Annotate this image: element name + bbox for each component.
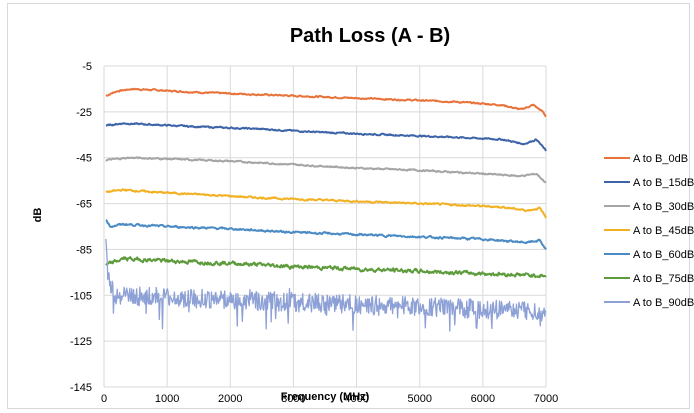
series-line	[105, 238, 547, 332]
legend-label: A to B_60dB	[633, 249, 694, 261]
x-axis-label: Frequency (MHz)	[281, 391, 370, 403]
y-tick-label: -105	[70, 290, 92, 302]
legend-label: A to B_0dB	[633, 153, 688, 165]
legend-label: A to B_75dB	[633, 273, 694, 285]
y-tick-label: -25	[76, 107, 92, 119]
y-tick-label: -45	[76, 153, 92, 165]
x-tick-label: 3000	[281, 393, 305, 405]
y-axis-label: dB	[32, 208, 44, 223]
y-tick-label: -85	[76, 244, 92, 256]
series-line	[105, 219, 547, 250]
legend-label: A to B_15dB	[633, 177, 694, 189]
y-tick-labels: -5 -25 -45 -65 -85 -105 -125 -145	[70, 61, 92, 394]
legend: A to B_0dB A to B_15dB A to B_30dB A to B_4…	[604, 153, 694, 309]
series-lines	[105, 87, 547, 332]
y-tick-label: -145	[70, 382, 92, 394]
y-tick-label: -65	[76, 199, 92, 211]
series-line	[105, 156, 547, 184]
x-tick-label: 0	[101, 393, 107, 405]
x-tick-label: 7000	[534, 393, 558, 405]
x-tick-label: 6000	[471, 393, 495, 405]
chart-title: Path Loss (A - B)	[290, 25, 450, 47]
x-tick-label: 1000	[155, 393, 179, 405]
x-tick-label: 5000	[407, 393, 431, 405]
series-line	[105, 188, 547, 219]
legend-label: A to B_30dB	[633, 201, 694, 213]
series-line	[105, 122, 547, 152]
x-tick-label: 4000	[344, 393, 368, 405]
legend-label: A to B_90dB	[633, 297, 694, 309]
series-line	[105, 256, 547, 279]
x-tick-label: 2000	[218, 393, 242, 405]
y-tick-label: -5	[82, 61, 92, 73]
legend-label: A to B_45dB	[633, 225, 694, 237]
series-line	[105, 87, 547, 118]
x-tick-labels: 0 1000 2000 3000 4000 5000 6000 7000	[101, 393, 558, 405]
y-tick-label: -125	[70, 336, 92, 348]
